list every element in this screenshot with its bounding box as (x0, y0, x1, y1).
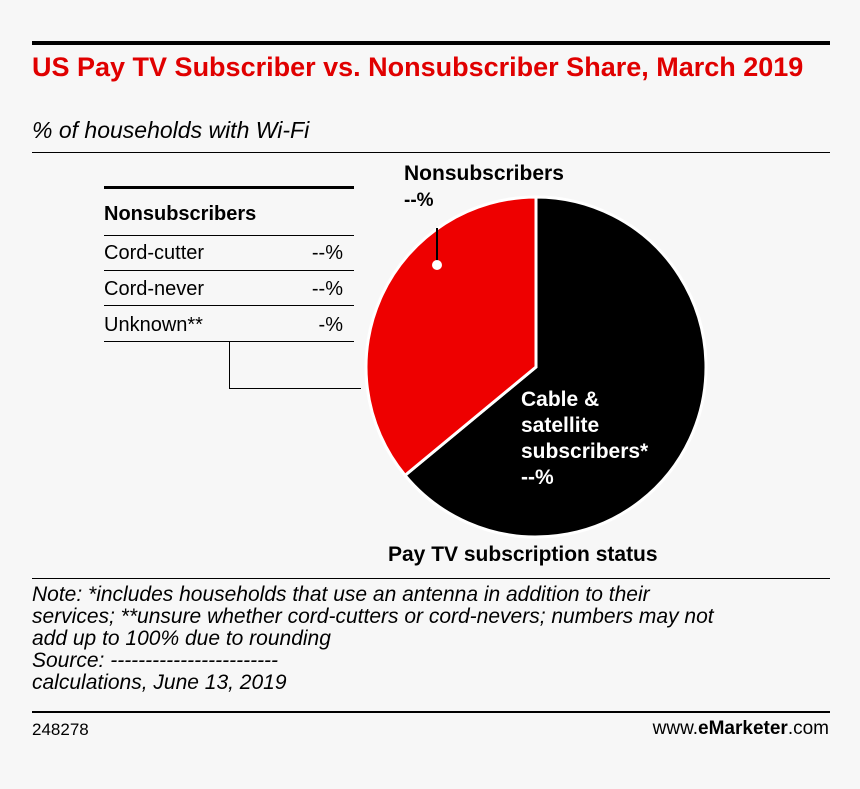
legend-row-value: -% (318, 314, 343, 336)
brand-prefix: www. (652, 718, 699, 739)
pie-axis-label: Pay TV subscription status (388, 543, 658, 566)
subscribers-label-value: --% (521, 466, 554, 489)
legend-top-rule (104, 186, 354, 189)
note-line: Note: *includes households that use an a… (32, 583, 650, 606)
brand-name: eMarketer (698, 718, 788, 739)
legend-row-label: Cord-cutter (104, 242, 205, 264)
note-line: add up to 100% due to rounding (32, 627, 331, 650)
legend-connector-vertical (229, 341, 230, 389)
legend-row-value: --% (311, 242, 343, 264)
pie-slice-nonsubscribers (364, 195, 538, 478)
legend-connector-horizontal (229, 388, 361, 389)
nonsubscribers-callout-value: --% (404, 190, 434, 211)
legend-heading: Nonsubscribers (104, 203, 257, 225)
subscribers-label-line-2: satellite (521, 414, 599, 437)
header-divider (32, 152, 830, 153)
pie-slice-cable-satellite-subscribers (402, 195, 708, 539)
nonsubscribers-leader-dot (432, 260, 442, 270)
legend-divider-3 (104, 305, 354, 306)
brand-suffix: .com (787, 718, 829, 739)
nonsubscribers-callout-name: Nonsubscribers (404, 162, 564, 185)
notes-block: Note: *includes households that use an a… (32, 584, 832, 694)
notes-divider (32, 578, 830, 579)
legend-divider-2 (104, 270, 354, 271)
legend-row-label: Unknown** (104, 314, 203, 336)
subscribers-label-line-1: Cable & (521, 388, 599, 411)
chart-title: US Pay TV Subscriber vs. Nonsubscriber S… (32, 52, 804, 82)
chart-subtitle: % of households with Wi-Fi (32, 117, 310, 143)
legend-divider-1 (104, 235, 354, 236)
pie-slices (364, 195, 708, 539)
chart-id: 248278 (32, 720, 89, 739)
note-line: Source: ------------------------ (32, 649, 279, 672)
legend-row-value: --% (311, 278, 343, 300)
subscribers-label-line-3: subscribers* (521, 440, 649, 463)
top-rule (32, 41, 830, 45)
note-line: calculations, June 13, 2019 (32, 671, 287, 694)
note-line: services; **unsure whether cord-cutters … (32, 605, 714, 628)
brand-url[interactable]: www.eMarketer.com (653, 718, 829, 740)
footer-divider (32, 711, 830, 713)
legend-row-label: Cord-never (104, 278, 205, 300)
